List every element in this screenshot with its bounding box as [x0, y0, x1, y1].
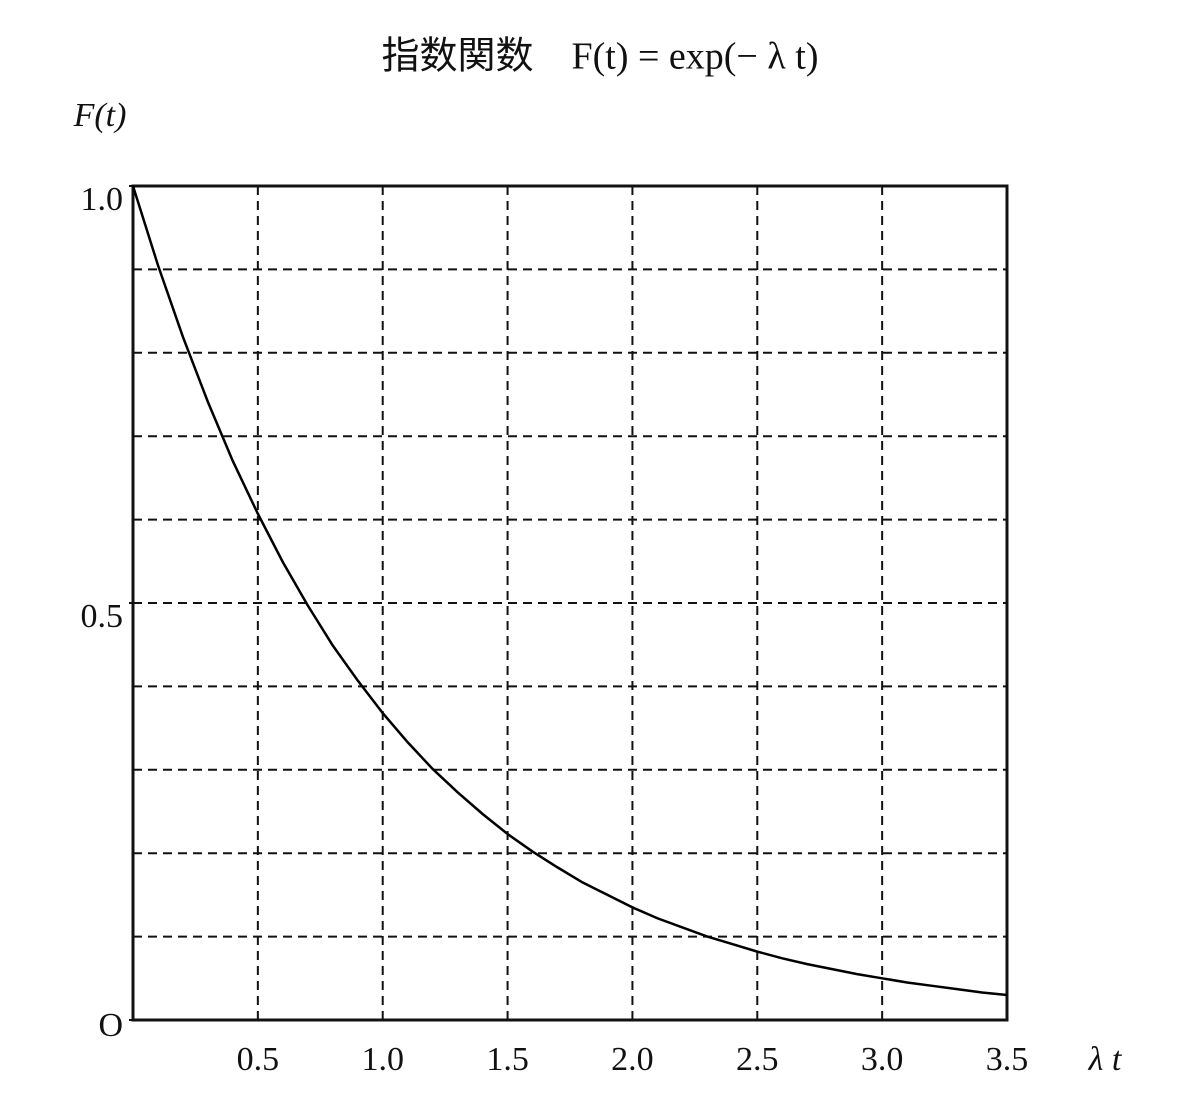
- x-tick-label: 2.5: [736, 1041, 779, 1078]
- x-tick-label: 3.0: [861, 1041, 904, 1078]
- x-tick-label: 2.0: [611, 1041, 654, 1078]
- x-tick-label: 3.5: [986, 1041, 1029, 1078]
- y-axis-label: F(t): [73, 97, 127, 134]
- x-tick-label: 0.5: [237, 1041, 280, 1078]
- y-tick-label: 1.0: [81, 181, 124, 218]
- chart-title: 指数関数 F(t) = exp(− λ t): [381, 36, 818, 78]
- y-tick-label: 0.5: [81, 598, 124, 635]
- plot-frame: [131, 184, 1009, 1022]
- y-tick-label: O: [98, 1007, 123, 1044]
- x-tick-label: 1.5: [486, 1041, 529, 1078]
- x-axis-label: λ t: [1088, 1041, 1123, 1078]
- curve: [131, 185, 1008, 997]
- x-tick-label: 1.0: [361, 1041, 404, 1078]
